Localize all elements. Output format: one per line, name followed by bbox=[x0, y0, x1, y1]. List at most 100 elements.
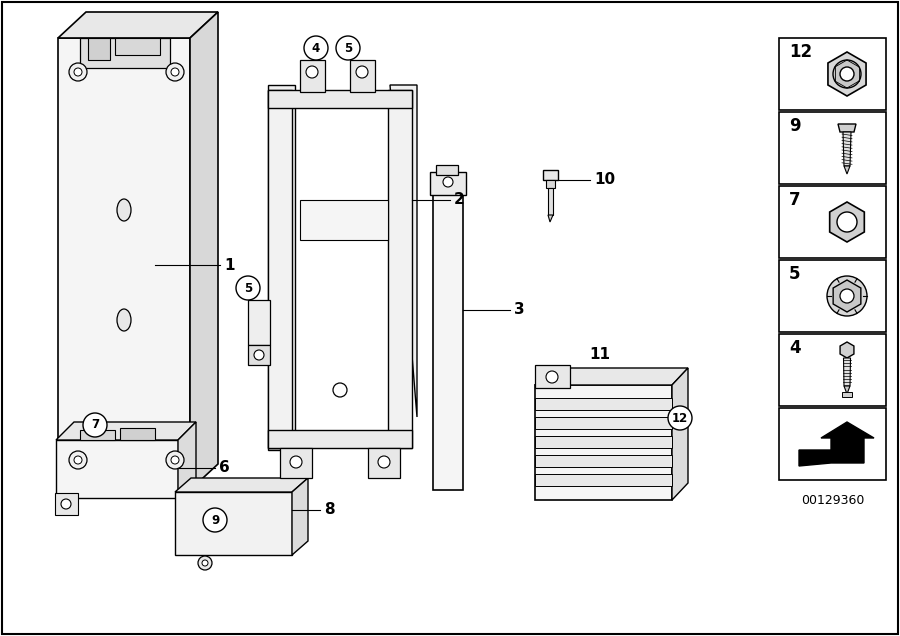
Polygon shape bbox=[388, 90, 412, 448]
Polygon shape bbox=[55, 493, 78, 515]
Circle shape bbox=[333, 383, 347, 397]
Circle shape bbox=[833, 60, 861, 88]
Polygon shape bbox=[535, 398, 672, 410]
Text: 9: 9 bbox=[789, 117, 801, 135]
Polygon shape bbox=[280, 448, 312, 478]
Polygon shape bbox=[548, 188, 553, 215]
Polygon shape bbox=[175, 492, 292, 555]
Polygon shape bbox=[840, 342, 854, 358]
Circle shape bbox=[837, 212, 857, 232]
Ellipse shape bbox=[117, 309, 131, 331]
Polygon shape bbox=[843, 132, 851, 166]
Polygon shape bbox=[248, 345, 270, 365]
Circle shape bbox=[336, 36, 360, 60]
Polygon shape bbox=[120, 428, 155, 440]
Polygon shape bbox=[115, 38, 160, 55]
Text: 2: 2 bbox=[454, 193, 464, 207]
Text: 7: 7 bbox=[91, 418, 99, 431]
Polygon shape bbox=[350, 60, 375, 92]
Polygon shape bbox=[535, 417, 672, 429]
Circle shape bbox=[356, 66, 368, 78]
Polygon shape bbox=[248, 300, 270, 345]
Circle shape bbox=[668, 406, 692, 430]
Polygon shape bbox=[535, 436, 672, 448]
Polygon shape bbox=[292, 478, 308, 555]
Bar bbox=[779, 38, 886, 110]
Text: 12: 12 bbox=[789, 43, 812, 61]
Circle shape bbox=[378, 456, 390, 468]
Polygon shape bbox=[546, 180, 555, 188]
Circle shape bbox=[61, 499, 71, 509]
Bar bbox=[779, 334, 886, 406]
Circle shape bbox=[290, 456, 302, 468]
Bar bbox=[779, 186, 886, 258]
Text: 10: 10 bbox=[594, 172, 615, 188]
Bar bbox=[779, 408, 886, 480]
Polygon shape bbox=[268, 430, 412, 448]
Polygon shape bbox=[535, 455, 672, 467]
Text: 9: 9 bbox=[211, 513, 219, 527]
Text: 00129360: 00129360 bbox=[801, 494, 864, 507]
Circle shape bbox=[546, 371, 558, 383]
Bar bbox=[779, 112, 886, 184]
Circle shape bbox=[166, 451, 184, 469]
Polygon shape bbox=[430, 172, 466, 195]
Polygon shape bbox=[178, 422, 196, 498]
Text: 5: 5 bbox=[244, 282, 252, 294]
Bar bbox=[779, 260, 886, 332]
Circle shape bbox=[171, 456, 179, 464]
Polygon shape bbox=[799, 422, 874, 466]
Polygon shape bbox=[543, 170, 558, 180]
Text: 6: 6 bbox=[219, 460, 230, 476]
Polygon shape bbox=[535, 368, 688, 385]
Polygon shape bbox=[80, 38, 170, 68]
Text: 5: 5 bbox=[344, 41, 352, 55]
Circle shape bbox=[840, 289, 854, 303]
Polygon shape bbox=[844, 166, 850, 174]
Text: 11: 11 bbox=[590, 347, 610, 362]
Circle shape bbox=[840, 67, 854, 81]
Circle shape bbox=[171, 68, 179, 76]
Text: 1: 1 bbox=[224, 258, 235, 272]
Circle shape bbox=[198, 556, 212, 570]
Polygon shape bbox=[844, 386, 850, 394]
Text: 7: 7 bbox=[789, 191, 801, 209]
Polygon shape bbox=[368, 448, 400, 478]
Ellipse shape bbox=[117, 199, 131, 221]
Polygon shape bbox=[433, 175, 463, 490]
Polygon shape bbox=[268, 90, 412, 108]
Text: 3: 3 bbox=[514, 303, 525, 317]
Polygon shape bbox=[390, 85, 417, 417]
Polygon shape bbox=[300, 200, 388, 240]
Circle shape bbox=[306, 66, 318, 78]
Text: 4: 4 bbox=[312, 41, 320, 55]
Polygon shape bbox=[58, 38, 190, 490]
Polygon shape bbox=[548, 215, 553, 222]
Circle shape bbox=[69, 451, 87, 469]
Polygon shape bbox=[56, 440, 178, 498]
Text: 12: 12 bbox=[672, 411, 688, 424]
Polygon shape bbox=[300, 60, 325, 92]
Polygon shape bbox=[268, 85, 295, 450]
Polygon shape bbox=[436, 165, 458, 175]
Circle shape bbox=[254, 350, 264, 360]
Text: 4: 4 bbox=[789, 339, 801, 357]
Polygon shape bbox=[190, 12, 218, 490]
Polygon shape bbox=[535, 365, 570, 388]
Polygon shape bbox=[843, 358, 850, 386]
Circle shape bbox=[236, 276, 260, 300]
Circle shape bbox=[166, 63, 184, 81]
Circle shape bbox=[83, 413, 107, 437]
Circle shape bbox=[443, 177, 453, 187]
Polygon shape bbox=[80, 430, 115, 440]
Polygon shape bbox=[58, 12, 218, 38]
Polygon shape bbox=[175, 478, 308, 492]
Circle shape bbox=[202, 560, 208, 566]
Polygon shape bbox=[56, 422, 196, 440]
Circle shape bbox=[69, 63, 87, 81]
Circle shape bbox=[203, 508, 227, 532]
Polygon shape bbox=[830, 202, 864, 242]
Polygon shape bbox=[833, 280, 861, 312]
Polygon shape bbox=[828, 52, 866, 96]
Polygon shape bbox=[88, 38, 110, 60]
